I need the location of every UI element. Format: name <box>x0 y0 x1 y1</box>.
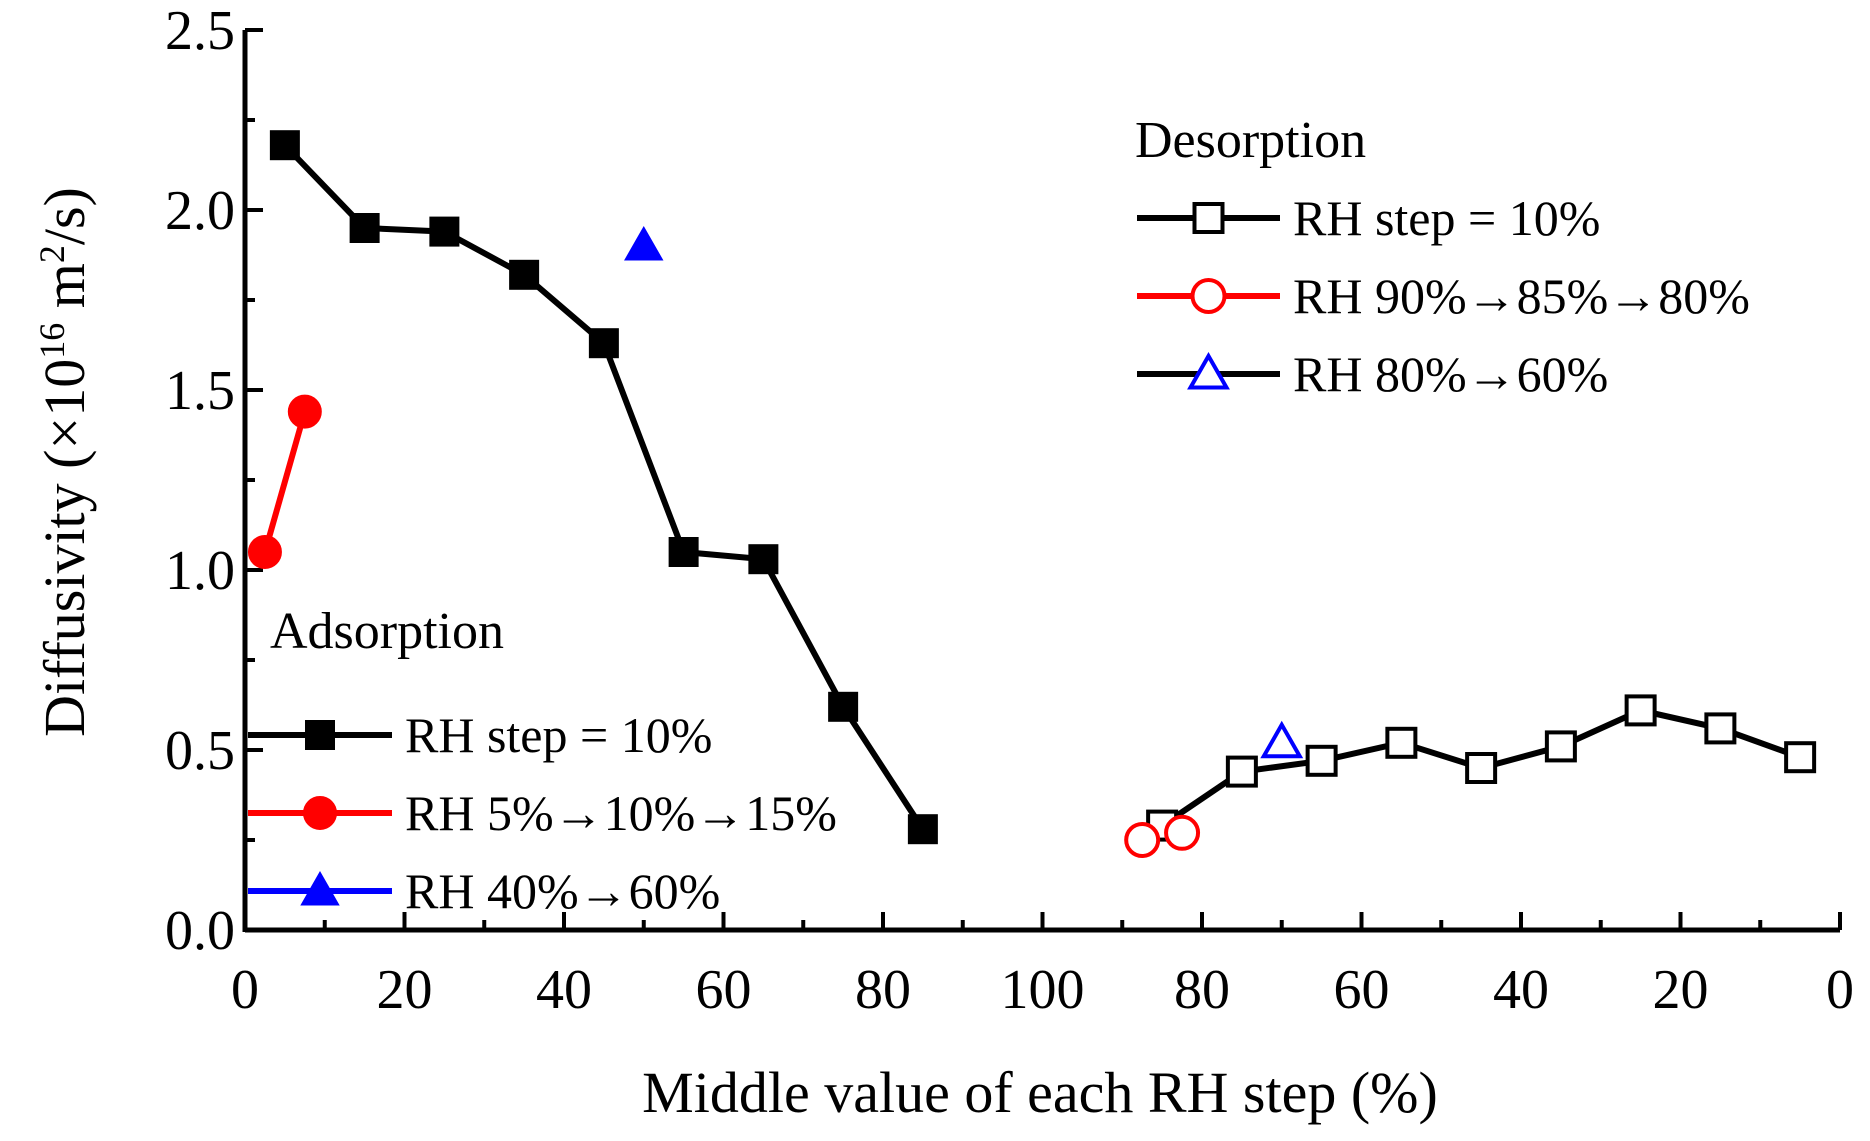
x-tick-label: 40 <box>1493 959 1549 1021</box>
legend-label: RH step = 10% <box>405 707 712 763</box>
data-point-square <box>509 259 540 290</box>
x-axis-title: Middle value of each RH step (%) <box>642 1060 1438 1125</box>
data-point-square <box>1784 741 1817 774</box>
data-point-square <box>1385 726 1418 759</box>
legend-label: RH 40%→60% <box>405 863 720 919</box>
series-markers <box>247 130 1817 858</box>
data-point-triangle <box>1260 720 1304 759</box>
legend: Adsorption RH step = 10% RH 5%→10%→15% RH 4… <box>248 112 1750 919</box>
x-tick-label: 60 <box>696 959 752 1021</box>
data-point-square <box>668 537 699 567</box>
legend-title: Desorption <box>1135 112 1366 169</box>
legend-title: Adsorption <box>270 603 504 660</box>
data-point-circle <box>247 535 282 569</box>
legend-label: RH 5%→10%→15% <box>405 785 837 841</box>
legend-label: RH step = 10% <box>1293 190 1600 246</box>
data-point-square <box>1704 712 1737 745</box>
data-point-square <box>269 130 300 161</box>
y-tick-label: 2.5 <box>165 0 235 62</box>
data-point-square <box>748 544 779 575</box>
data-point-square <box>1225 755 1258 788</box>
x-tick-label: 0 <box>1826 959 1854 1021</box>
data-point-square <box>349 213 380 243</box>
data-point-square <box>588 328 619 359</box>
x-tick-label: 100 <box>1001 959 1085 1021</box>
data-point-triangle <box>300 870 340 906</box>
data-point-square <box>305 720 335 750</box>
data-point-square <box>429 216 460 247</box>
y-title-part: m <box>32 263 97 323</box>
y-axis-title: Diffusivity (×1016 m2/s) <box>32 187 97 737</box>
x-tick-label: 0 <box>231 959 259 1021</box>
y-title-superscript: 2 <box>32 245 72 263</box>
data-point-circle <box>287 394 322 429</box>
data-point-square <box>1305 744 1338 777</box>
data-point-triangle <box>624 225 664 261</box>
data-point-square <box>828 691 859 722</box>
data-point-circle <box>1124 822 1161 858</box>
y-title-superscript: 16 <box>32 323 72 359</box>
y-tick-label: 0.5 <box>165 720 235 782</box>
data-point-triangle <box>1187 351 1230 390</box>
y-title-part: /s) <box>32 187 97 245</box>
y-title-part: Diffusivity (×10 <box>32 359 97 737</box>
y-tick-label: 1.5 <box>165 360 235 422</box>
x-tick-label: 80 <box>1174 959 1230 1021</box>
axes: 0.0 0.5 1.0 1.5 2.0 2.5 0 20 40 60 80 100 80 60 40 20 0 <box>165 0 1854 1021</box>
data-point-square <box>1192 202 1225 234</box>
data-point-square <box>1465 752 1498 784</box>
x-tick-label: 80 <box>855 959 911 1021</box>
y-tick-label: 0.0 <box>165 900 235 962</box>
y-tick-label: 2.0 <box>165 180 235 242</box>
legend-label: RH 80%→60% <box>1293 346 1608 402</box>
series-line <box>262 410 308 553</box>
x-tick-label: 40 <box>536 959 592 1021</box>
y-tick-label: 1.0 <box>165 540 235 602</box>
data-point-square <box>1624 694 1657 727</box>
data-point-circle <box>1164 814 1201 851</box>
data-point-square <box>1544 730 1577 763</box>
data-point-circle <box>1190 278 1227 314</box>
x-tick-label: 60 <box>1334 959 1390 1021</box>
legend-label: RH 90%→85%→80% <box>1293 268 1750 324</box>
data-point-square <box>907 814 938 845</box>
data-point-circle <box>303 796 337 830</box>
x-tick-label: 20 <box>377 959 433 1021</box>
x-tick-label: 20 <box>1653 959 1709 1021</box>
